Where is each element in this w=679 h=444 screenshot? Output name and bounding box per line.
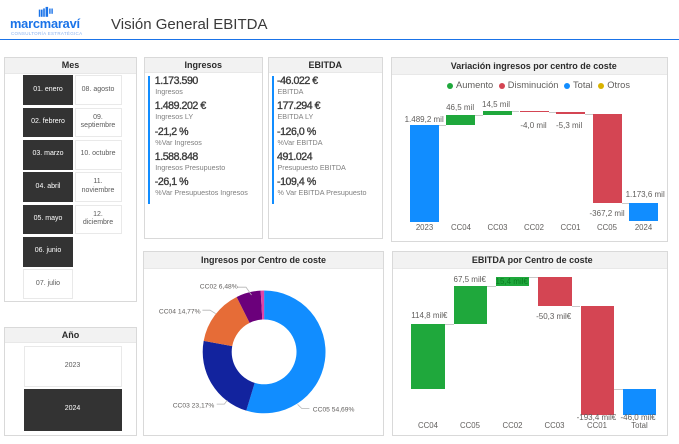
svg-text:CC04 14,77%: CC04 14,77% <box>159 309 201 316</box>
svg-text:CC03 23,17%: CC03 23,17% <box>173 403 215 410</box>
svg-text:CC05 54,69%: CC05 54,69% <box>313 407 355 414</box>
svg-text:CC02 6,48%: CC02 6,48% <box>200 284 238 291</box>
